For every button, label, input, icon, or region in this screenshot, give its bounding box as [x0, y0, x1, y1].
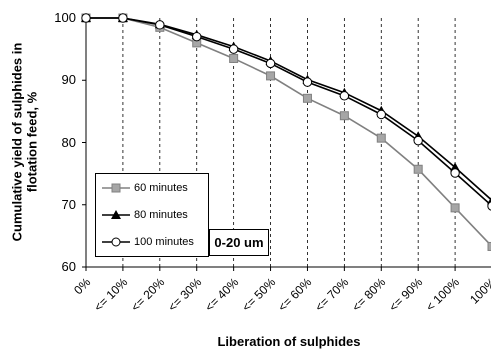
legend-label: 80 minutes [134, 209, 188, 221]
y-axis-label-line-1: Cumulative yield of sulphides in [9, 42, 24, 242]
legend: 60 minutes 80 minutes 100 minutes [95, 173, 209, 257]
legend-item-60-minutes: 60 minutes [102, 180, 188, 196]
legend-marker-triangle-icon [102, 210, 130, 219]
data-point [228, 44, 239, 54]
series-markers [81, 13, 491, 251]
y-tick-label: 60 [61, 259, 76, 274]
data-point [266, 71, 276, 81]
data-point [339, 111, 349, 121]
data-point [302, 77, 313, 87]
data-point [265, 58, 276, 69]
series-lines [86, 17, 491, 247]
data-point [450, 168, 460, 178]
y-axis-label-line-2: flotation feed, % [24, 91, 39, 193]
axes [82, 17, 491, 271]
legend-marker-square-icon [102, 183, 130, 193]
legend-marker-circle-icon [102, 237, 130, 247]
data-point [155, 20, 165, 30]
annotation-size-fraction: 0-20 um [209, 229, 269, 256]
y-tick-label: 80 [61, 134, 76, 150]
data-point [376, 109, 386, 120]
legend-item-80-minutes: 80 minutes [102, 207, 188, 223]
legend-label: 60 minutes [134, 182, 188, 194]
y-tick-label: 100 [54, 10, 76, 25]
data-point [302, 93, 312, 103]
data-point [487, 201, 491, 211]
data-point [192, 31, 202, 42]
data-point [81, 13, 91, 23]
data-point [487, 241, 491, 251]
legend-item-100-minutes: 100 minutes [102, 234, 194, 250]
data-point [229, 53, 239, 63]
data-point [413, 135, 423, 146]
x-axis-label: Liberation of sulphides [217, 334, 361, 349]
data-point [450, 203, 460, 213]
y-tick-label: 90 [61, 72, 76, 88]
data-point [339, 91, 350, 101]
data-point [118, 13, 128, 23]
data-point [413, 164, 423, 174]
y-axis-label: Cumulative yield of sulphides in flotati… [7, 18, 41, 266]
series-line-100-minutes [86, 17, 491, 207]
legend-label: 100 minutes [134, 236, 194, 248]
y-tick-label: 70 [61, 196, 76, 212]
data-point [376, 133, 386, 143]
series-line-60-minutes [86, 17, 491, 247]
